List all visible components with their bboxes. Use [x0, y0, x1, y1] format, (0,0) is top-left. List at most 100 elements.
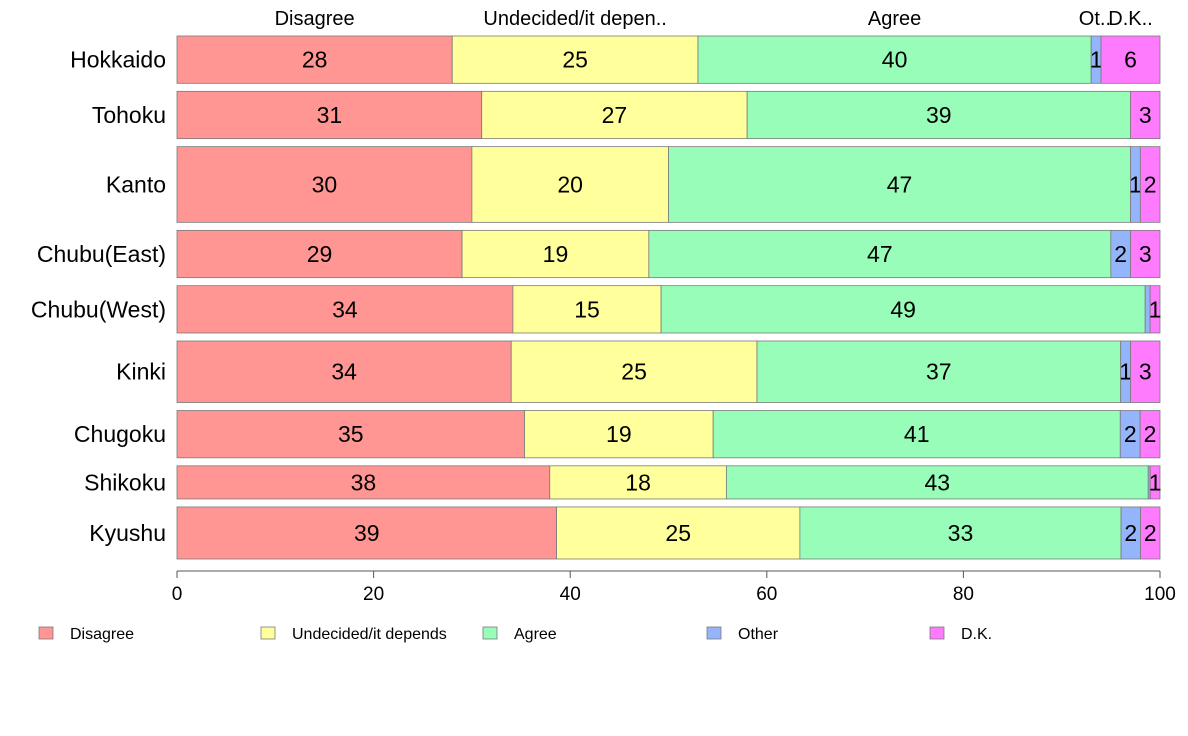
data-label: 30 [312, 171, 338, 197]
category-label: Chugoku [74, 421, 166, 447]
x-tick-label: 80 [953, 584, 974, 605]
bar-segment [451, 35, 699, 84]
data-label: 20 [557, 171, 583, 197]
category-label: Chubu(West) [31, 296, 166, 322]
bar-segment [176, 340, 512, 403]
data-label: 38 [351, 469, 377, 495]
bar-segment [668, 146, 1131, 223]
x-tick-label: 0 [172, 584, 183, 605]
bar-segment [712, 410, 1121, 459]
data-label: 39 [926, 102, 952, 128]
data-label: 1 [1119, 359, 1132, 385]
bar-segment [524, 410, 714, 459]
data-label: 39 [354, 520, 380, 546]
data-label: 2 [1144, 171, 1157, 197]
top-column-label: Undecided/it depen.. [483, 8, 666, 30]
top-column-label: Disagree [275, 8, 355, 30]
data-label: 40 [882, 47, 908, 73]
data-label: 27 [602, 102, 628, 128]
bar-segment [461, 229, 650, 279]
data-label: 34 [331, 359, 357, 385]
bar-segment [471, 146, 669, 223]
data-label: 3 [1139, 241, 1152, 267]
legend-swatch [482, 626, 498, 640]
data-label: 3 [1139, 102, 1152, 128]
data-label: 37 [926, 359, 952, 385]
bar-segment [660, 285, 1146, 334]
bar-segment [481, 90, 748, 140]
bar-segment [1139, 146, 1161, 223]
bar-segment [556, 506, 801, 560]
top-column-label: Ot.. [1079, 8, 1111, 30]
bar-segment [1139, 410, 1161, 459]
legend-swatch [260, 626, 276, 640]
data-label: 2 [1124, 421, 1137, 447]
bar-segment [697, 35, 1092, 84]
bar-segment [176, 35, 453, 84]
bar-segment [512, 285, 662, 334]
bar-segment [176, 285, 514, 334]
bar-segment [648, 229, 1112, 279]
top-column-label: Agree [868, 8, 921, 30]
data-label: 49 [890, 296, 916, 322]
legend-swatch [706, 626, 722, 640]
legend-swatch [929, 626, 945, 640]
data-label: 25 [562, 47, 588, 73]
data-label: 31 [317, 102, 343, 128]
data-label: 19 [543, 241, 569, 267]
data-label: 19 [606, 421, 632, 447]
category-label: Tohoku [92, 102, 166, 128]
x-tick-label: 100 [1144, 584, 1176, 605]
data-label: 15 [574, 296, 600, 322]
x-tick-label: 60 [756, 584, 777, 605]
bar-segment [1149, 285, 1161, 334]
bar-segment [1130, 229, 1161, 279]
category-label: Chubu(East) [37, 241, 166, 267]
data-label: 47 [887, 171, 913, 197]
bar-segment [1130, 90, 1161, 140]
data-label: 2 [1144, 520, 1157, 546]
data-label: 29 [307, 241, 333, 267]
data-label: 41 [904, 421, 930, 447]
bar-segment [756, 340, 1122, 403]
bar-segment [510, 340, 758, 403]
bar-segment [1140, 506, 1161, 560]
legend-label: Undecided/it depends [292, 626, 447, 643]
top-column-label: D.K.. [1108, 8, 1152, 30]
data-label: 47 [867, 241, 893, 267]
data-label: 1 [1090, 47, 1103, 73]
data-label: 25 [665, 520, 691, 546]
legend-label: Other [738, 626, 779, 643]
data-label: 2 [1144, 421, 1157, 447]
bar-segment [746, 90, 1131, 140]
x-tick-label: 40 [560, 584, 581, 605]
category-label: Kanto [106, 171, 166, 197]
data-label: 18 [625, 469, 651, 495]
bar-segment [549, 465, 727, 500]
data-label: 28 [302, 47, 328, 73]
bar-segment [799, 506, 1122, 560]
bar-segment [1100, 35, 1161, 84]
bar-segment [1149, 465, 1161, 500]
bar-segment [176, 465, 551, 500]
data-label: 2 [1124, 520, 1137, 546]
legend-swatch [38, 626, 54, 640]
data-label: 2 [1114, 241, 1127, 267]
legend-label: D.K. [961, 626, 992, 643]
bar-segment [176, 410, 525, 459]
data-label: 1 [1149, 469, 1162, 495]
data-label: 33 [948, 520, 974, 546]
data-label: 35 [338, 421, 364, 447]
data-label: 34 [332, 296, 358, 322]
data-label: 1 [1129, 171, 1142, 197]
data-label: 25 [621, 359, 647, 385]
category-label: Kyushu [89, 520, 166, 546]
legend-label: Disagree [70, 626, 134, 643]
data-label: 6 [1124, 47, 1137, 73]
data-label: 43 [925, 469, 951, 495]
category-label: Shikoku [84, 469, 166, 495]
category-label: Kinki [116, 359, 166, 385]
x-tick-label: 20 [363, 584, 384, 605]
bar-segment [1130, 340, 1161, 403]
